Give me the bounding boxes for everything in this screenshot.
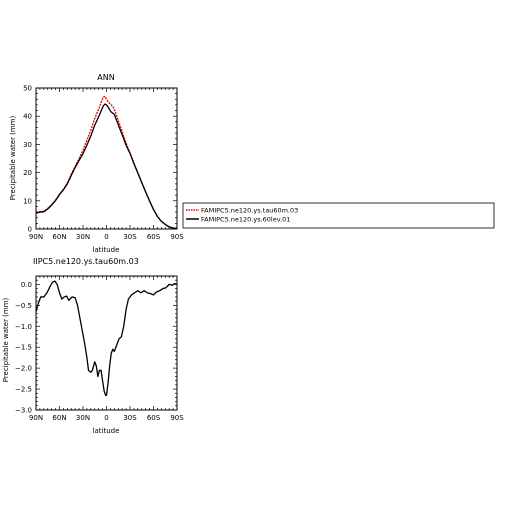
top-x-tick-label: 0 [104, 233, 108, 241]
bottom-y-axis-label: Precipitable water (mm) [2, 297, 10, 382]
top-y-tick-label: 50 [23, 85, 32, 93]
bottom-y-tick-label: −2.0 [15, 365, 32, 373]
bottom-x-tick-label: 30S [123, 414, 137, 422]
bottom-y-tick-label: −0.5 [15, 302, 32, 310]
top-y-tick-label: 10 [23, 197, 32, 205]
top-x-tick-label: 30S [123, 233, 137, 241]
bottom-plot-area: 90N 60N 30N 0 30S 60S 90S −3.0 −2.5 −2.0 −1.5 −1.0 −… [15, 275, 184, 422]
legend-label-series-2: FAMIPC5.ne120.ys.60lev.01 [201, 216, 290, 224]
bottom-y-tick-label: −3.0 [15, 407, 32, 415]
bottom-y-tick-label: 0.0 [21, 281, 32, 289]
legend-box [182, 202, 495, 229]
bottom-x-tick-label: 30N [76, 414, 90, 422]
top-y-tick-label: 30 [23, 141, 32, 149]
bottom-series-line-1 [35, 280, 178, 396]
top-x-tick-label: 90S [170, 233, 184, 241]
top-y-tick-label: 40 [23, 113, 32, 121]
bottom-x-tick-label: 90N [29, 414, 43, 422]
top-x-tick-label: 60S [147, 233, 161, 241]
top-plot-frame [35, 87, 178, 230]
top-series-line-1 [35, 95, 178, 229]
bottom-panel: IIPC5.ne120.ys.tau60m.03 90N 60N 30N 0 30S 60… [2, 257, 184, 435]
top-y-tick-label: 20 [23, 169, 32, 177]
bottom-title: IIPC5.ne120.ys.tau60m.03 [33, 257, 139, 266]
top-series-line-2 [35, 103, 178, 230]
top-title: ANN [97, 73, 114, 82]
top-y-axis-label: Precipitable water (mm) [9, 115, 17, 200]
bottom-x-tick-label: 60N [52, 414, 66, 422]
bottom-y-tick-label: −1.5 [15, 344, 32, 352]
top-x-tick-label: 60N [52, 233, 66, 241]
bottom-y-tick-label: −2.5 [15, 386, 32, 394]
top-y-tick-label: 0 [28, 226, 32, 234]
bottom-x-axis-label: latitude [93, 427, 120, 435]
top-x-tick-label: 30N [76, 233, 90, 241]
top-x-axis-label: latitude [93, 246, 120, 254]
bottom-plot-frame [35, 275, 178, 411]
bottom-y-tick-label: −1.0 [15, 323, 32, 331]
bottom-x-tick-label: 0 [104, 414, 108, 422]
bottom-x-tick-label: 90S [170, 414, 184, 422]
top-plot-area: 90N 60N 30N 0 30S 60S 90S 0 10 20 30 40 50 [23, 85, 184, 242]
top-panel: ANN 90N 60N 30N 0 30S 60S 90S 0 10 20 30 40 50 latit… [9, 73, 184, 254]
legend-label-series-1: FAMIPC5.ne120.ys.tau60m.03 [201, 207, 298, 215]
legend: FAMIPC5.ne120.ys.tau60m.03 FAMIPC5.ne120… [182, 202, 495, 229]
top-x-tick-label: 90N [29, 233, 43, 241]
bottom-x-tick-label: 60S [147, 414, 161, 422]
